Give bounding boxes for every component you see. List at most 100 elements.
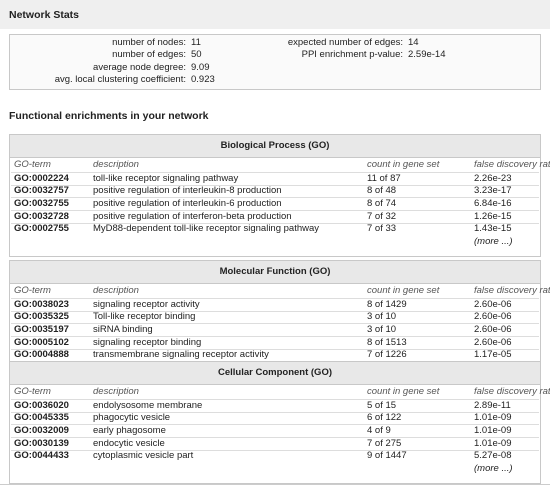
cell: 5 of 15	[367, 399, 397, 411]
go-term: GO:0004888	[14, 349, 69, 361]
cell: MyD88-dependent toll-like receptor signa…	[93, 223, 320, 235]
cell: 7 of 275	[367, 437, 402, 449]
table-header	[9, 361, 541, 385]
row-line	[11, 197, 539, 199]
go-term: GO:0002224	[14, 172, 69, 184]
cell: 7 of 33	[367, 223, 397, 235]
go-term: GO:0044433	[14, 450, 69, 462]
cell: positive regulation of interferon-beta p…	[93, 210, 292, 222]
section-title: Functional enrichments in your network	[9, 110, 209, 122]
cell: Toll-like receptor binding	[93, 311, 196, 323]
cell: 3 of 10	[367, 311, 397, 323]
go-term: GO:0032728	[14, 210, 69, 222]
row-line	[11, 323, 539, 325]
go-term: GO:0045335	[14, 412, 69, 424]
cell: 9 of 1447	[367, 450, 407, 462]
column-header: count in gene set	[367, 285, 440, 296]
row-line	[11, 298, 539, 299]
stat-value: 0.923	[191, 74, 215, 86]
go-term: GO:0002755	[14, 223, 69, 235]
cell: 2.60e-06	[474, 298, 512, 310]
stat-label: number of edges:	[112, 49, 186, 61]
cell: 8 of 48	[367, 185, 397, 197]
stat-value: 9.09	[191, 61, 210, 73]
cell: 8 of 1429	[367, 298, 407, 310]
cell: cytoplasmic vesicle part	[93, 450, 194, 462]
go-term: GO:0035325	[14, 311, 69, 323]
cell: positive regulation of interleukin-6 pro…	[93, 197, 282, 209]
cell: early phagosome	[93, 424, 166, 436]
column-header: GO-term	[14, 285, 51, 296]
column-header: description	[93, 285, 139, 296]
table-header	[9, 260, 541, 284]
column-header: count in gene set	[367, 159, 440, 170]
cell: 5.27e-08	[474, 450, 512, 462]
column-header: false discovery rate	[474, 386, 550, 397]
cell: 8 of 1513	[367, 336, 407, 348]
go-term: GO:0030139	[14, 437, 69, 449]
cell: 3.23e-17	[474, 185, 512, 197]
cell: signaling receptor activity	[93, 298, 200, 310]
header-title: Network Stats	[9, 9, 80, 21]
cell: positive regulation of interleukin-8 pro…	[93, 185, 282, 197]
table-title: Cellular Component (GO)	[218, 367, 332, 378]
row-line	[11, 411, 539, 413]
column-header: description	[93, 386, 139, 397]
column-header: GO-term	[14, 159, 51, 170]
row-line	[11, 222, 539, 224]
row-line	[11, 399, 539, 400]
header-bar	[0, 0, 550, 29]
cell: 2.26e-23	[474, 172, 512, 184]
stat-value: 14	[408, 37, 419, 48]
go-term: GO:0036020	[14, 399, 69, 411]
cell: 4 of 9	[367, 424, 391, 436]
row-line	[11, 184, 539, 186]
cell: 6 of 122	[367, 412, 402, 424]
go-term: GO:0035197	[14, 323, 69, 335]
cell: endolysosome membrane	[93, 399, 203, 411]
more-link[interactable]: (more ...)	[474, 236, 513, 247]
cell: 2.60e-06	[474, 323, 512, 335]
cell: endocytic vesicle	[93, 437, 165, 449]
cell: 1.17e-05	[474, 349, 512, 361]
row-line	[11, 424, 539, 426]
column-header: count in gene set	[367, 386, 440, 397]
cell: 2.60e-06	[474, 311, 512, 323]
cell: 6.84e-16	[474, 197, 512, 209]
column-header: false discovery rate	[474, 285, 550, 296]
row-line	[11, 449, 539, 451]
row-line	[11, 210, 539, 212]
go-term: GO:0038023	[14, 298, 69, 310]
cell: siRNA binding	[93, 323, 153, 335]
row-line	[11, 310, 539, 312]
stat-value: 11	[191, 37, 201, 48]
stat-value: 50	[191, 49, 202, 61]
table-title: Biological Process (GO)	[220, 140, 330, 151]
row-line	[11, 172, 539, 173]
stat-label: avg. local clustering coefficient:	[54, 74, 186, 86]
stat-label: number of nodes:	[112, 37, 186, 48]
cell: 1.01e-09	[474, 424, 512, 436]
cell: 2.60e-06	[474, 336, 512, 348]
row-line	[11, 336, 539, 338]
cell: 1.43e-15	[474, 223, 512, 235]
cell: 1.01e-09	[474, 437, 512, 449]
more-link[interactable]: (more ...)	[474, 463, 513, 474]
cell: signaling receptor binding	[93, 336, 202, 348]
cell: 1.26e-15	[474, 210, 512, 222]
row-line	[11, 437, 539, 439]
stat-label: average node degree:	[93, 61, 186, 73]
stat-label: expected number of edges:	[287, 37, 403, 48]
cell: 8 of 74	[367, 197, 397, 209]
cell: 11 of 87	[367, 172, 401, 184]
column-header: description	[93, 159, 139, 170]
cell: 7 of 1226	[367, 349, 407, 361]
stats-box	[9, 34, 541, 90]
divider	[0, 484, 550, 485]
row-line	[11, 348, 539, 350]
stat-label: PPI enrichment p-value:	[301, 49, 403, 61]
cell: 7 of 32	[367, 210, 397, 222]
column-header: GO-term	[14, 386, 51, 397]
cell: 3 of 10	[367, 323, 397, 335]
